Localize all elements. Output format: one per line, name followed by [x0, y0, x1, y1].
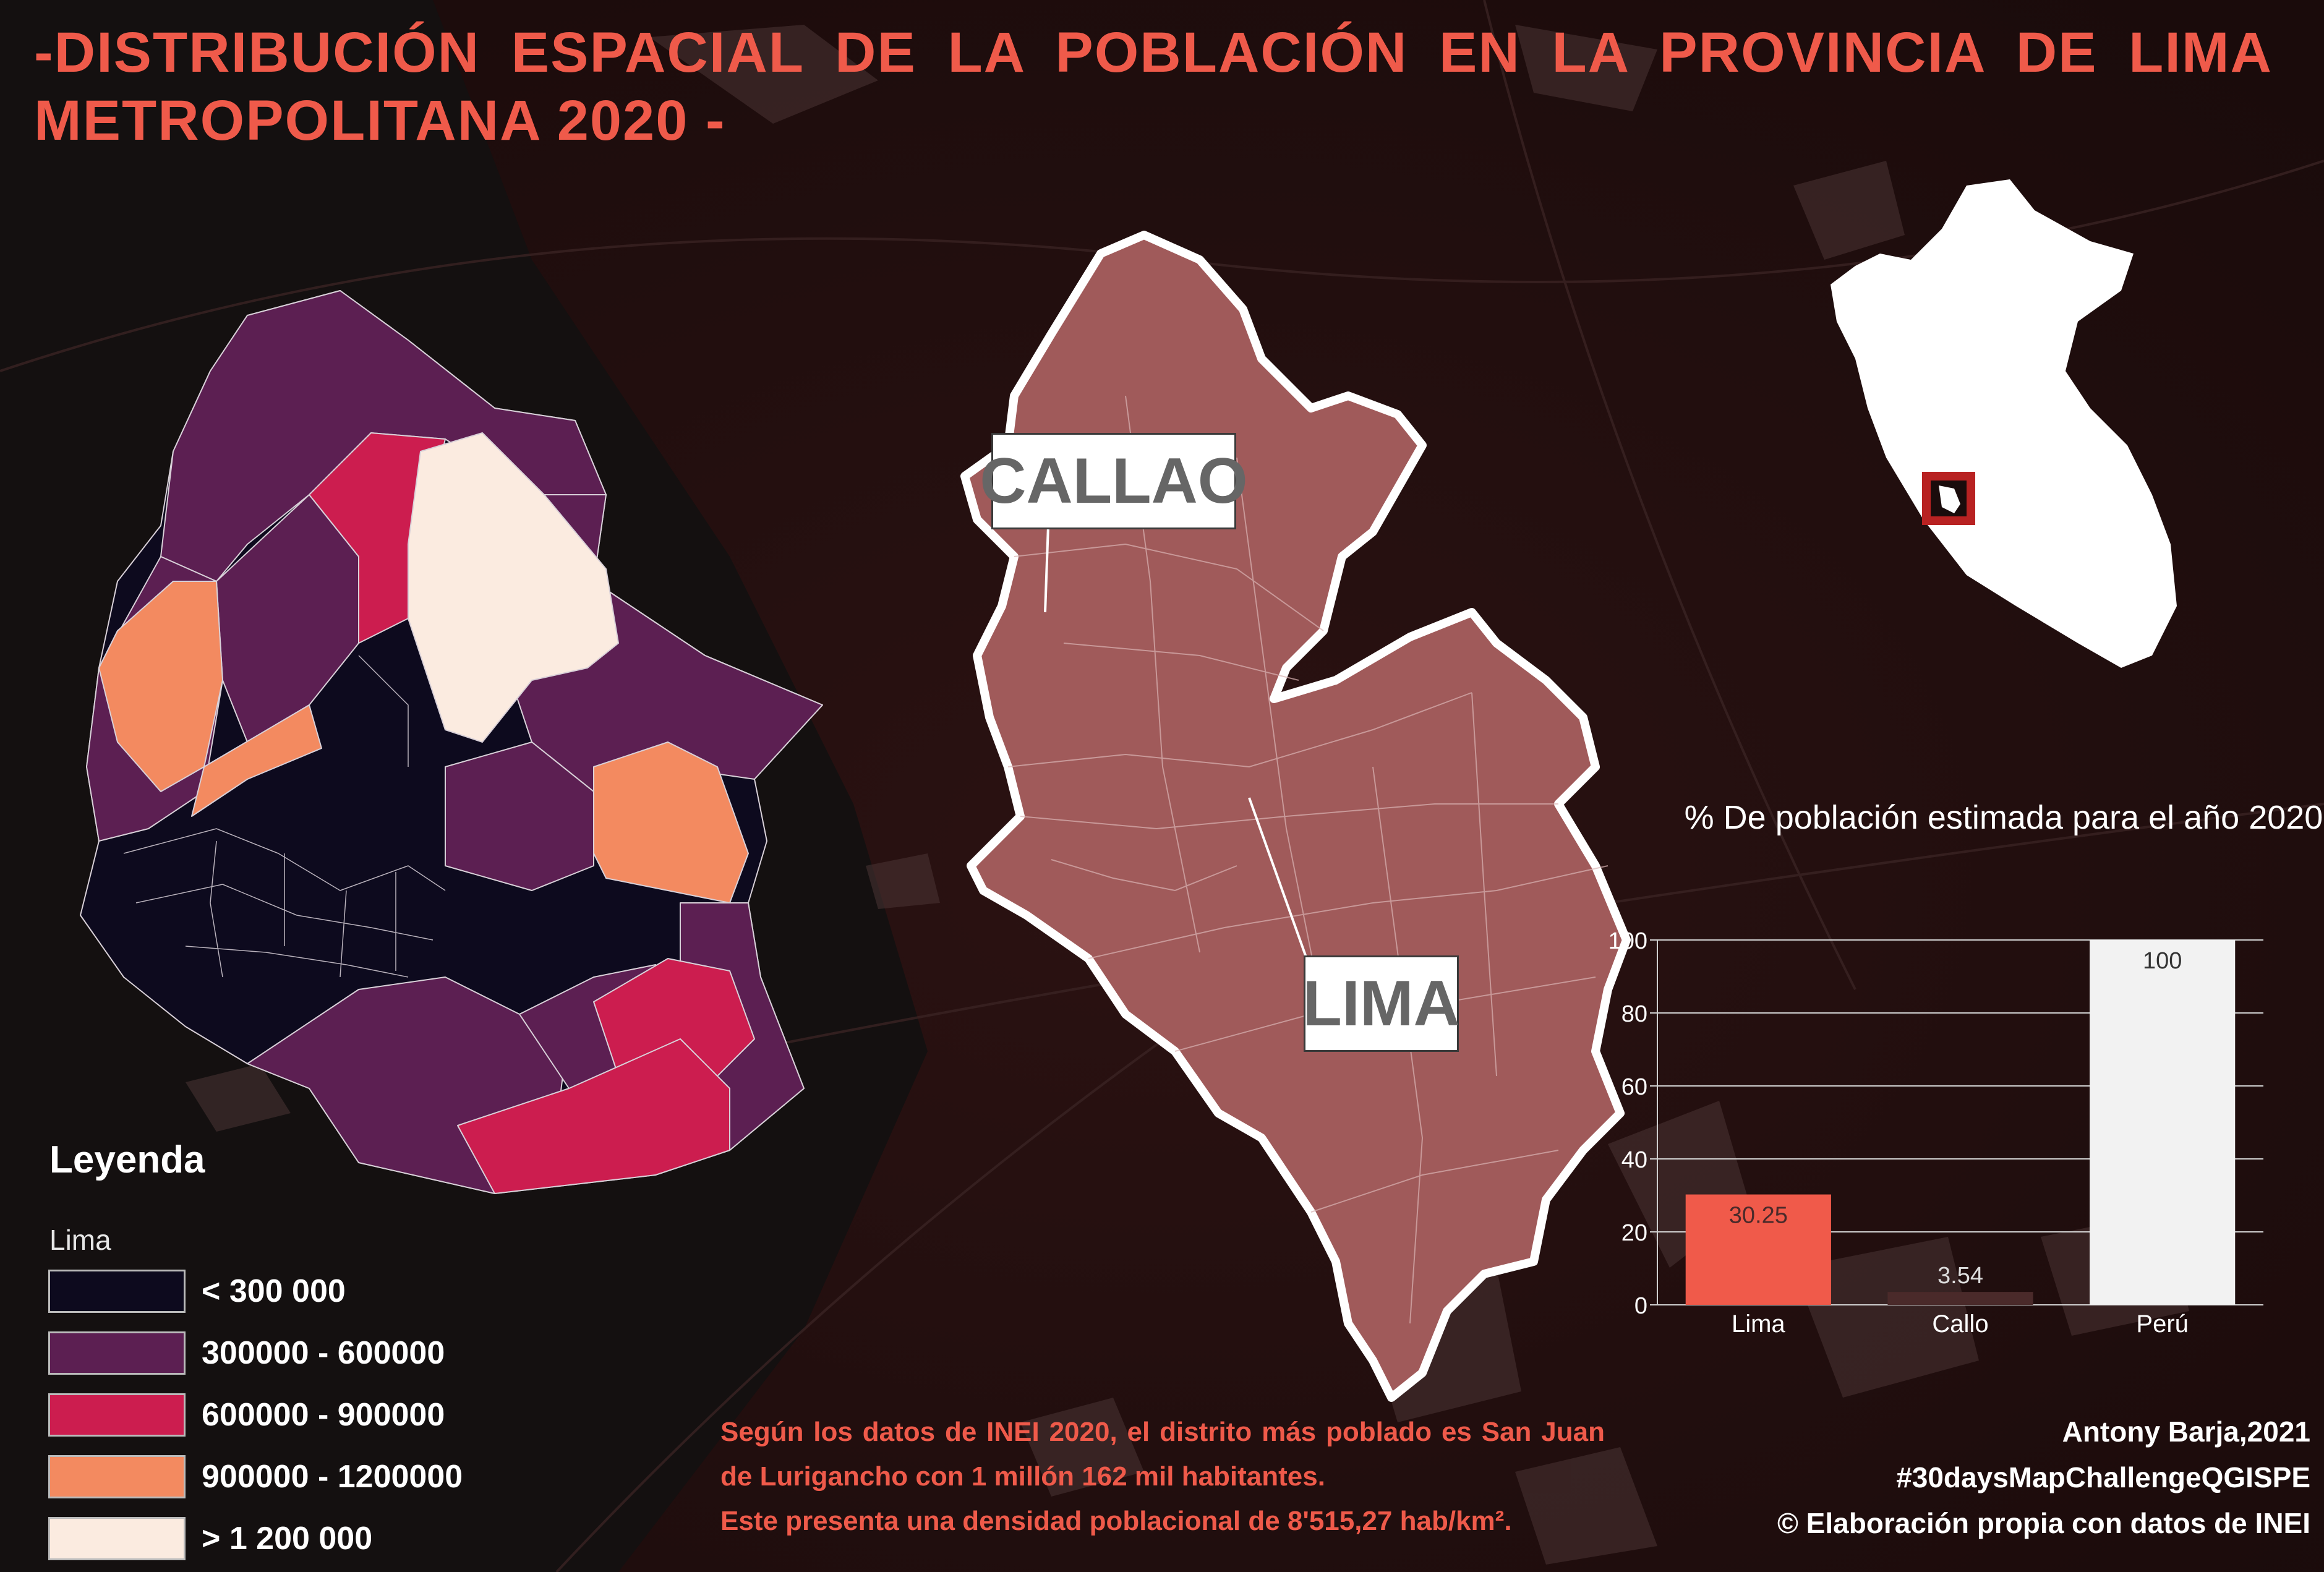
y-tick-label: 100 — [1608, 928, 1647, 954]
y-tick-label: 20 — [1621, 1220, 1647, 1246]
bar-value-label: 100 — [2143, 948, 2182, 974]
note-line: Según los datos de INEI 2020, el distrit… — [720, 1417, 1605, 1492]
note-text: Según los datos de INEI 2020, el distrit… — [720, 1410, 1605, 1544]
bar-callo — [1887, 1292, 2033, 1305]
legend-item: 600000 - 900000 — [48, 1393, 445, 1437]
legend-item: < 300 000 — [48, 1269, 346, 1314]
legend-item: 900000 - 1200000 — [48, 1455, 463, 1499]
choropleth-map — [80, 290, 823, 1194]
legend-label: 600000 - 900000 — [202, 1397, 445, 1433]
chart-title: % De población estimada para el año 2020 — [1684, 799, 2323, 836]
legend-item: > 1 200 000 — [48, 1516, 372, 1561]
bar-perú — [2090, 940, 2236, 1305]
lima-label: LIMA — [1302, 955, 1460, 1052]
lima-metro-map — [960, 231, 1631, 1402]
legend-swatch — [48, 1331, 186, 1375]
y-tick-label: 60 — [1621, 1074, 1647, 1100]
callao-label: CALLAO — [980, 433, 1248, 529]
x-tick-label: Lima — [1732, 1310, 1785, 1336]
lima-province-shape — [960, 231, 1631, 1402]
credit-author: Antony Barja,2021 — [2062, 1416, 2310, 1448]
legend-swatch — [48, 1270, 186, 1313]
bar-lima — [1685, 1194, 1831, 1305]
legend-swatch — [48, 1393, 186, 1437]
legend-title: Leyenda — [49, 1138, 205, 1181]
credits: Antony Barja,2021 #30daysMapChallengeQGI… — [1777, 1409, 2310, 1546]
legend-label: 900000 - 1200000 — [202, 1459, 463, 1495]
legend-label: 300000 - 600000 — [202, 1335, 445, 1371]
district-orange-east — [593, 741, 749, 903]
bar-value-label: 30.25 — [1729, 1203, 1788, 1229]
lima-pointer — [1248, 797, 1312, 972]
legend-layer: Lima — [49, 1224, 111, 1256]
peru-shape — [1831, 179, 2177, 668]
population-bar-chart: 0 20 40 60 80 100 30.25 Lima 3.54 Callo 100 Perú — [1608, 928, 2263, 1336]
district-sjl — [408, 432, 619, 743]
legend-label: < 300 000 — [202, 1273, 346, 1309]
peru-inset-map — [1831, 179, 2177, 668]
y-tick-label: 80 — [1621, 1001, 1647, 1027]
x-tick-label: Perú — [2136, 1310, 2189, 1336]
bar-value-label: 3.54 — [1937, 1263, 1983, 1289]
district-purple-southcenter — [445, 741, 594, 891]
legend-item: 300000 - 600000 — [48, 1331, 445, 1375]
district-orange-west2 — [191, 704, 322, 817]
x-tick-label: Callo — [1932, 1310, 1988, 1336]
legend-label: > 1 200 000 — [202, 1521, 373, 1557]
legend-swatch — [48, 1517, 186, 1560]
credit-hashtag: #30daysMapChallengeQGISPE — [1896, 1461, 2310, 1493]
y-tick-label: 40 — [1621, 1147, 1647, 1173]
district-red-southeast — [457, 1038, 730, 1194]
y-tick-label: 0 — [1634, 1293, 1647, 1319]
lima-locator-box — [1922, 472, 1975, 525]
credit-source: © Elaboración propia con datos de INEI — [1777, 1507, 2310, 1539]
note-line: Este presenta una densidad poblacional d… — [720, 1506, 1512, 1536]
legend-swatch — [48, 1455, 186, 1498]
page-title: -DISTRIBUCIÓN ESPACIAL DE LA POBLACIÓN E… — [34, 21, 2273, 152]
